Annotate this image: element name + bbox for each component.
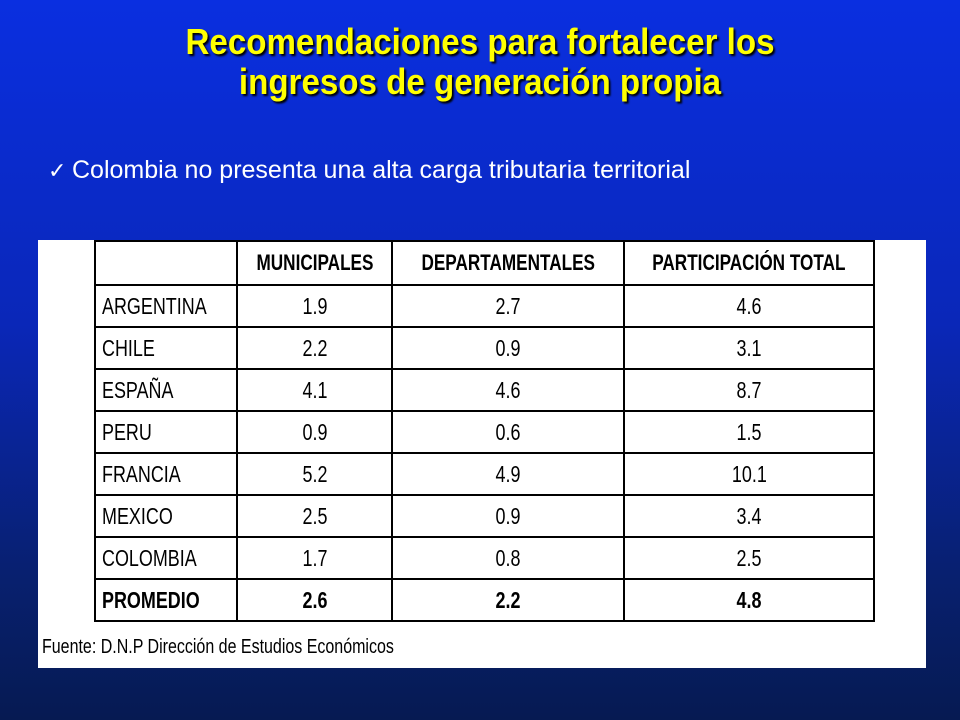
municipales-cell: 0.9 [236, 410, 394, 454]
table-row-average: PROMEDIO 2.6 2.2 4.8 [93, 578, 875, 622]
header-cell-country [93, 240, 239, 286]
bullet-text: Colombia no presenta una alta carga trib… [72, 156, 691, 184]
country-cell: PROMEDIO [93, 578, 239, 622]
table-row: CHILE 2.2 0.9 3.1 [93, 326, 875, 370]
country-cell: COLOMBIA [93, 536, 239, 580]
country-cell: MEXICO [93, 494, 239, 538]
departamentales-cell: 0.8 [391, 536, 626, 580]
tax-burden-table: MUNICIPALES DEPARTAMENTALES PARTICIPACIÓ… [93, 240, 875, 622]
departamentales-cell: 0.9 [391, 494, 626, 538]
table-row: COLOMBIA 1.7 0.8 2.5 [93, 536, 875, 580]
total-cell: 4.6 [623, 284, 875, 328]
check-icon: ✓ [48, 158, 67, 183]
departamentales-cell: 2.7 [391, 284, 626, 328]
country-cell: CHILE [93, 326, 239, 370]
total-cell: 10.1 [623, 452, 875, 496]
municipales-cell: 1.7 [236, 536, 394, 580]
municipales-cell: 4.1 [236, 368, 394, 412]
total-cell: 1.5 [623, 410, 875, 454]
table-row: PERU 0.9 0.6 1.5 [93, 410, 875, 454]
slide-title: Recomendaciones para fortalecer los ingr… [38, 22, 921, 102]
table-row: ARGENTINA 1.9 2.7 4.6 [93, 284, 875, 328]
header-cell-departamentales: DEPARTAMENTALES [391, 240, 626, 286]
municipales-cell: 2.5 [236, 494, 394, 538]
municipales-cell: 5.2 [236, 452, 394, 496]
bullet-point: ✓ Colombia no presenta una alta carga tri… [48, 156, 690, 185]
table-header-row: MUNICIPALES DEPARTAMENTALES PARTICIPACIÓ… [93, 240, 875, 286]
total-cell: 3.1 [623, 326, 875, 370]
table-row: MEXICO 2.5 0.9 3.4 [93, 494, 875, 538]
municipales-cell: 1.9 [236, 284, 394, 328]
table-row: FRANCIA 5.2 4.9 10.1 [93, 452, 875, 496]
country-cell: ESPAÑA [93, 368, 239, 412]
municipales-cell: 2.2 [236, 326, 394, 370]
municipales-cell: 2.6 [236, 578, 394, 622]
departamentales-cell: 0.6 [391, 410, 626, 454]
departamentales-cell: 0.9 [391, 326, 626, 370]
title-line-2: ingresos de generación propia [238, 61, 722, 102]
header-cell-total: PARTICIPACIÓN TOTAL [623, 240, 875, 286]
total-cell: 8.7 [623, 368, 875, 412]
source-note: Fuente: D.N.P Dirección de Estudios Econ… [42, 636, 394, 658]
total-cell: 3.4 [623, 494, 875, 538]
country-cell: PERU [93, 410, 239, 454]
total-cell: 2.5 [623, 536, 875, 580]
table-row: ESPAÑA 4.1 4.6 8.7 [93, 368, 875, 412]
header-cell-municipales: MUNICIPALES [236, 240, 394, 286]
departamentales-cell: 4.6 [391, 368, 626, 412]
table-panel: MUNICIPALES DEPARTAMENTALES PARTICIPACIÓ… [38, 240, 926, 668]
departamentales-cell: 2.2 [391, 578, 626, 622]
country-cell: FRANCIA [93, 452, 239, 496]
total-cell: 4.8 [623, 578, 875, 622]
country-cell: ARGENTINA [93, 284, 239, 328]
title-line-1: Recomendaciones para fortalecer los [185, 21, 775, 62]
departamentales-cell: 4.9 [391, 452, 626, 496]
